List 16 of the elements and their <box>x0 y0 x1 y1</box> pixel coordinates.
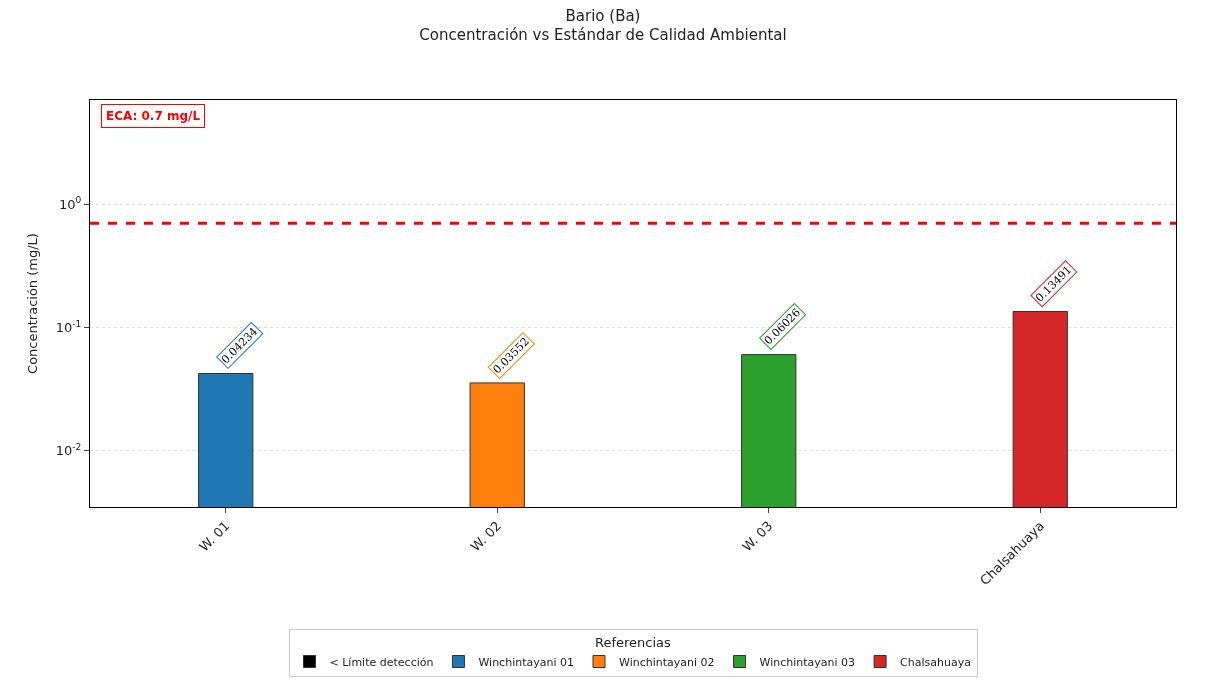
x-tick-label: W. 01 <box>196 518 233 555</box>
y-tick-label: 10$^{-2}$ <box>55 441 82 459</box>
legend-label: Winchintayani 01 <box>478 655 575 669</box>
x-tick-label: W. 02 <box>467 518 504 555</box>
legend-label: < Límite detección <box>329 655 434 669</box>
legend-label: Chalsahuaya <box>900 655 971 669</box>
legend-label: Winchintayani 03 <box>759 655 856 669</box>
y-tick-label: 10$^{0}$ <box>59 195 82 212</box>
x-tick-label: W. 03 <box>739 518 776 555</box>
chart-title: Bario (Ba) <box>565 6 641 25</box>
ref-line-label: ECA: 0.7 mg/L <box>106 109 201 123</box>
y-axis-title: Concentración (mg/L) <box>24 233 40 374</box>
legend-title: Referencias <box>594 635 672 650</box>
y-tick-label: 10$^{-1}$ <box>55 318 82 336</box>
legend-label: Winchintayani 02 <box>619 655 715 669</box>
chart-subtitle: Concentración vs Estándar de Calidad Ambiental <box>419 26 787 45</box>
